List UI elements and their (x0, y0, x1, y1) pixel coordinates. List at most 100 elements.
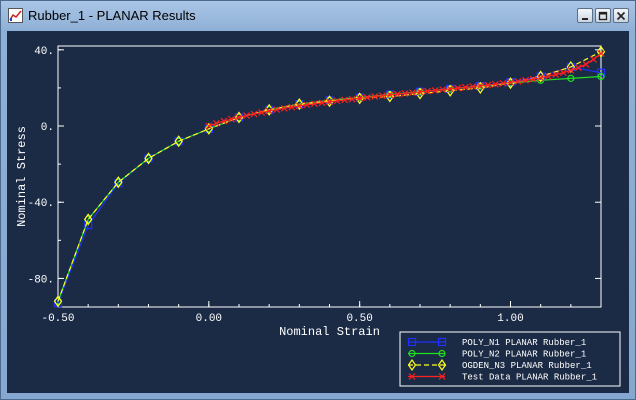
legend-marker (438, 349, 446, 358)
data-point (590, 55, 597, 63)
data-point (431, 86, 439, 94)
data-point (295, 98, 304, 111)
series-1 (54, 72, 605, 305)
data-point (371, 93, 379, 100)
data-point (476, 82, 484, 90)
data-point (220, 117, 228, 125)
legend-entry: POLY_N1 PLANAR Rubber_1 (407, 337, 586, 348)
data-point (228, 115, 235, 123)
data-point (348, 95, 356, 103)
x-tick-label: -0.50 (41, 313, 74, 325)
data-point (280, 104, 288, 112)
legend-entry: OGDEN_N3 PLANAR Rubber_1 (407, 358, 592, 372)
y-axis-label: Nominal Stress (15, 126, 29, 227)
data-point (378, 92, 386, 100)
data-point (439, 86, 447, 94)
data-point (499, 79, 507, 87)
data-point (574, 64, 582, 72)
legend-label: Test Data PLANAR Rubber_1 (462, 373, 597, 383)
series-line (57, 51, 602, 302)
data-point (288, 103, 296, 111)
data-point (401, 90, 409, 97)
legend-marker (437, 358, 447, 372)
x-tick-label: 0.00 (196, 313, 222, 325)
y-tick-label: -80. (28, 274, 54, 286)
data-point (386, 91, 394, 99)
legend-marker (407, 358, 417, 372)
window-title: Rubber_1 - PLANAR Results (28, 8, 196, 23)
data-point (446, 85, 454, 93)
y-tick-label: 40. (34, 46, 54, 58)
data-point (567, 74, 575, 82)
data-point (355, 92, 364, 105)
legend-marker (438, 373, 446, 380)
data-point (507, 78, 514, 86)
data-point (333, 97, 341, 105)
data-point (273, 106, 281, 114)
data-point (567, 66, 575, 74)
data-point (318, 99, 326, 107)
data-point (582, 60, 590, 68)
data-point (265, 107, 273, 115)
legend-entry: Test Data PLANAR Rubber_1 (408, 373, 597, 383)
axis-ticks: -0.50 0.00 0.50 1.00 40. 0. -40. -80. (28, 46, 602, 325)
app-icon (8, 8, 23, 23)
legend-label: POLY_N2 PLANAR Rubber_1 (462, 350, 586, 360)
legend-marker (408, 373, 416, 380)
legend: POLY_N1 PLANAR Rubber_1 POLY_N2 PLANAR Ru… (399, 331, 621, 387)
plot-frame (57, 45, 602, 308)
data-point (506, 77, 515, 90)
data-point (295, 102, 303, 110)
data-point (529, 75, 537, 83)
data-point (393, 90, 401, 98)
data-point (212, 119, 220, 127)
data-point (303, 101, 311, 109)
data-point (461, 83, 469, 91)
data-point (174, 135, 183, 148)
data-point (234, 111, 244, 124)
legend-entry: POLY_N2 PLANAR Rubber_1 (408, 350, 586, 360)
data-point (235, 113, 243, 121)
series-2 (53, 45, 606, 308)
data-point (596, 45, 606, 58)
data-point (250, 110, 258, 118)
series-line (208, 53, 602, 127)
data-point (559, 69, 567, 77)
plot-area: -0.50 0.00 0.50 1.00 40. 0. -40. -80. Nominal S… (7, 31, 629, 393)
series-line (57, 75, 602, 302)
data-point (341, 96, 349, 104)
data-point (522, 76, 530, 84)
data-point (416, 88, 424, 96)
data-point (326, 98, 333, 106)
data-point (552, 71, 560, 79)
data-point (454, 84, 462, 92)
maximize-icon (598, 11, 608, 21)
data-point (469, 83, 477, 91)
data-point (537, 74, 545, 82)
data-point (114, 176, 123, 189)
y-tick-label: 0. (41, 122, 54, 134)
minimize-button[interactable] (577, 8, 593, 23)
data-point (310, 100, 318, 108)
title-bar[interactable]: Rubber_1 - PLANAR Results (1, 1, 635, 31)
data-point (596, 68, 606, 77)
data-point (258, 109, 266, 116)
legend-label: OGDEN_N3 PLANAR Rubber_1 (462, 361, 592, 371)
data-point (544, 72, 552, 80)
legend-marker (437, 337, 447, 347)
close-button[interactable] (613, 8, 629, 23)
legend-label: POLY_N1 PLANAR Rubber_1 (462, 338, 586, 348)
maximize-button[interactable] (595, 8, 611, 23)
x-tick-label: 1.00 (497, 313, 523, 325)
data-point (409, 89, 416, 97)
close-icon (616, 11, 626, 21)
data-point (243, 112, 250, 119)
data-point (356, 94, 364, 102)
data-point (144, 152, 153, 165)
data-point (566, 60, 576, 74)
legend-marker (408, 349, 416, 358)
data-point (597, 72, 605, 81)
data-point (53, 295, 63, 308)
data-point (424, 87, 431, 95)
